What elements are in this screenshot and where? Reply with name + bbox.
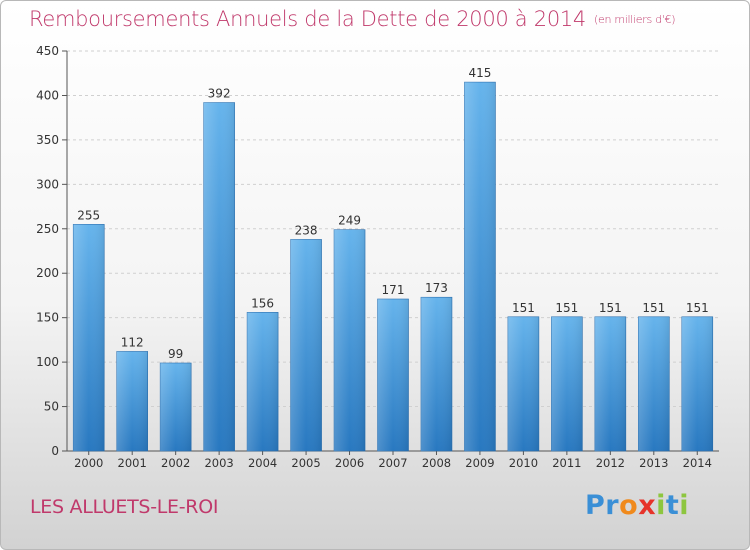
x-tick-label: 2011: [552, 456, 581, 470]
x-tick-label: 2001: [118, 456, 147, 470]
proxiti-logo: Proxiti: [585, 490, 689, 521]
x-tick-label: 2006: [335, 456, 364, 470]
bar-value-labels: 255 112 99 392 156 238 249 171 173 415 151 151 151 15…: [77, 66, 708, 361]
x-tick-label: 2000: [74, 456, 103, 470]
chart-subtitle: (en milliers d'€): [594, 13, 676, 26]
bar-value-label: 151: [686, 301, 709, 315]
bar-shine: [420, 297, 452, 451]
x-tick-label: 2002: [161, 456, 190, 470]
bar-value-label: 171: [382, 283, 405, 297]
bar-chart: 0 50 100 150 200 250 300 350 400 450 2000 2001 2002 2…: [36, 44, 719, 470]
x-tick-label: 2004: [248, 456, 277, 470]
chart-title: Remboursements Annuels de la Dette de 20…: [29, 7, 675, 31]
bar-value-label: 392: [208, 87, 231, 101]
logo-letter: x: [638, 490, 657, 521]
bar-value-label: 238: [295, 223, 318, 237]
bar-shine: [638, 316, 670, 451]
bar-shine: [464, 82, 496, 451]
logo-letter: i: [679, 490, 690, 521]
y-tick-label: 150: [36, 311, 59, 325]
logo-letter: i: [656, 490, 666, 521]
bars: [72, 81, 714, 452]
bar-shine: [681, 316, 713, 451]
x-tick-label: 2003: [204, 456, 233, 470]
bar-shine: [334, 229, 366, 451]
x-tick-label: 2014: [683, 456, 712, 470]
bar-value-label: 151: [599, 301, 622, 315]
bar-shine: [377, 299, 409, 451]
logo-letter: o: [619, 490, 639, 521]
logo-letter: P: [585, 490, 606, 521]
bar-value-label: 173: [425, 281, 448, 295]
y-tick-label: 250: [36, 222, 59, 236]
y-tick-label: 300: [36, 177, 59, 191]
bar-shine: [290, 239, 322, 451]
bar-value-label: 249: [338, 214, 361, 228]
y-tick-label: 0: [51, 444, 59, 458]
x-tick-label: 2010: [509, 456, 538, 470]
bar-shine: [507, 316, 539, 451]
logo-letter: r: [605, 490, 620, 521]
x-tick-label: 2007: [378, 456, 407, 470]
y-tick-label: 450: [36, 44, 59, 58]
bar-shine: [116, 351, 148, 451]
bar-shine: [247, 312, 279, 451]
y-tick-label: 400: [36, 88, 59, 102]
bar-value-label: 99: [168, 347, 183, 361]
bar-value-label: 415: [468, 66, 491, 80]
bar-value-label: 112: [121, 335, 144, 349]
y-tick-label: 350: [36, 133, 59, 147]
y-tick-label: 200: [36, 266, 59, 280]
bar-value-label: 151: [555, 301, 578, 315]
bar-shine: [160, 363, 192, 451]
bar-value-label: 151: [512, 301, 535, 315]
x-tick-label: 2005: [291, 456, 320, 470]
x-tick-label: 2008: [422, 456, 451, 470]
bar-value-label: 151: [642, 301, 665, 315]
bar-value-label: 255: [77, 208, 100, 222]
x-tick-label: 2012: [596, 456, 625, 470]
chart-title-text: Remboursements Annuels de la Dette de 20…: [29, 7, 586, 31]
place-name: LES ALLUETS-LE-ROI: [30, 496, 219, 518]
bar-value-label: 156: [251, 296, 274, 310]
y-tick-label: 50: [44, 400, 59, 414]
logo-letter: t: [665, 490, 680, 521]
bar-shine: [203, 102, 235, 452]
bar-shine: [594, 316, 626, 451]
x-tick-label: 2009: [465, 456, 494, 470]
bar-shine: [551, 316, 583, 451]
bar-shine: [73, 224, 105, 451]
x-tick-label: 2013: [639, 456, 668, 470]
y-tick-label: 100: [36, 355, 59, 369]
